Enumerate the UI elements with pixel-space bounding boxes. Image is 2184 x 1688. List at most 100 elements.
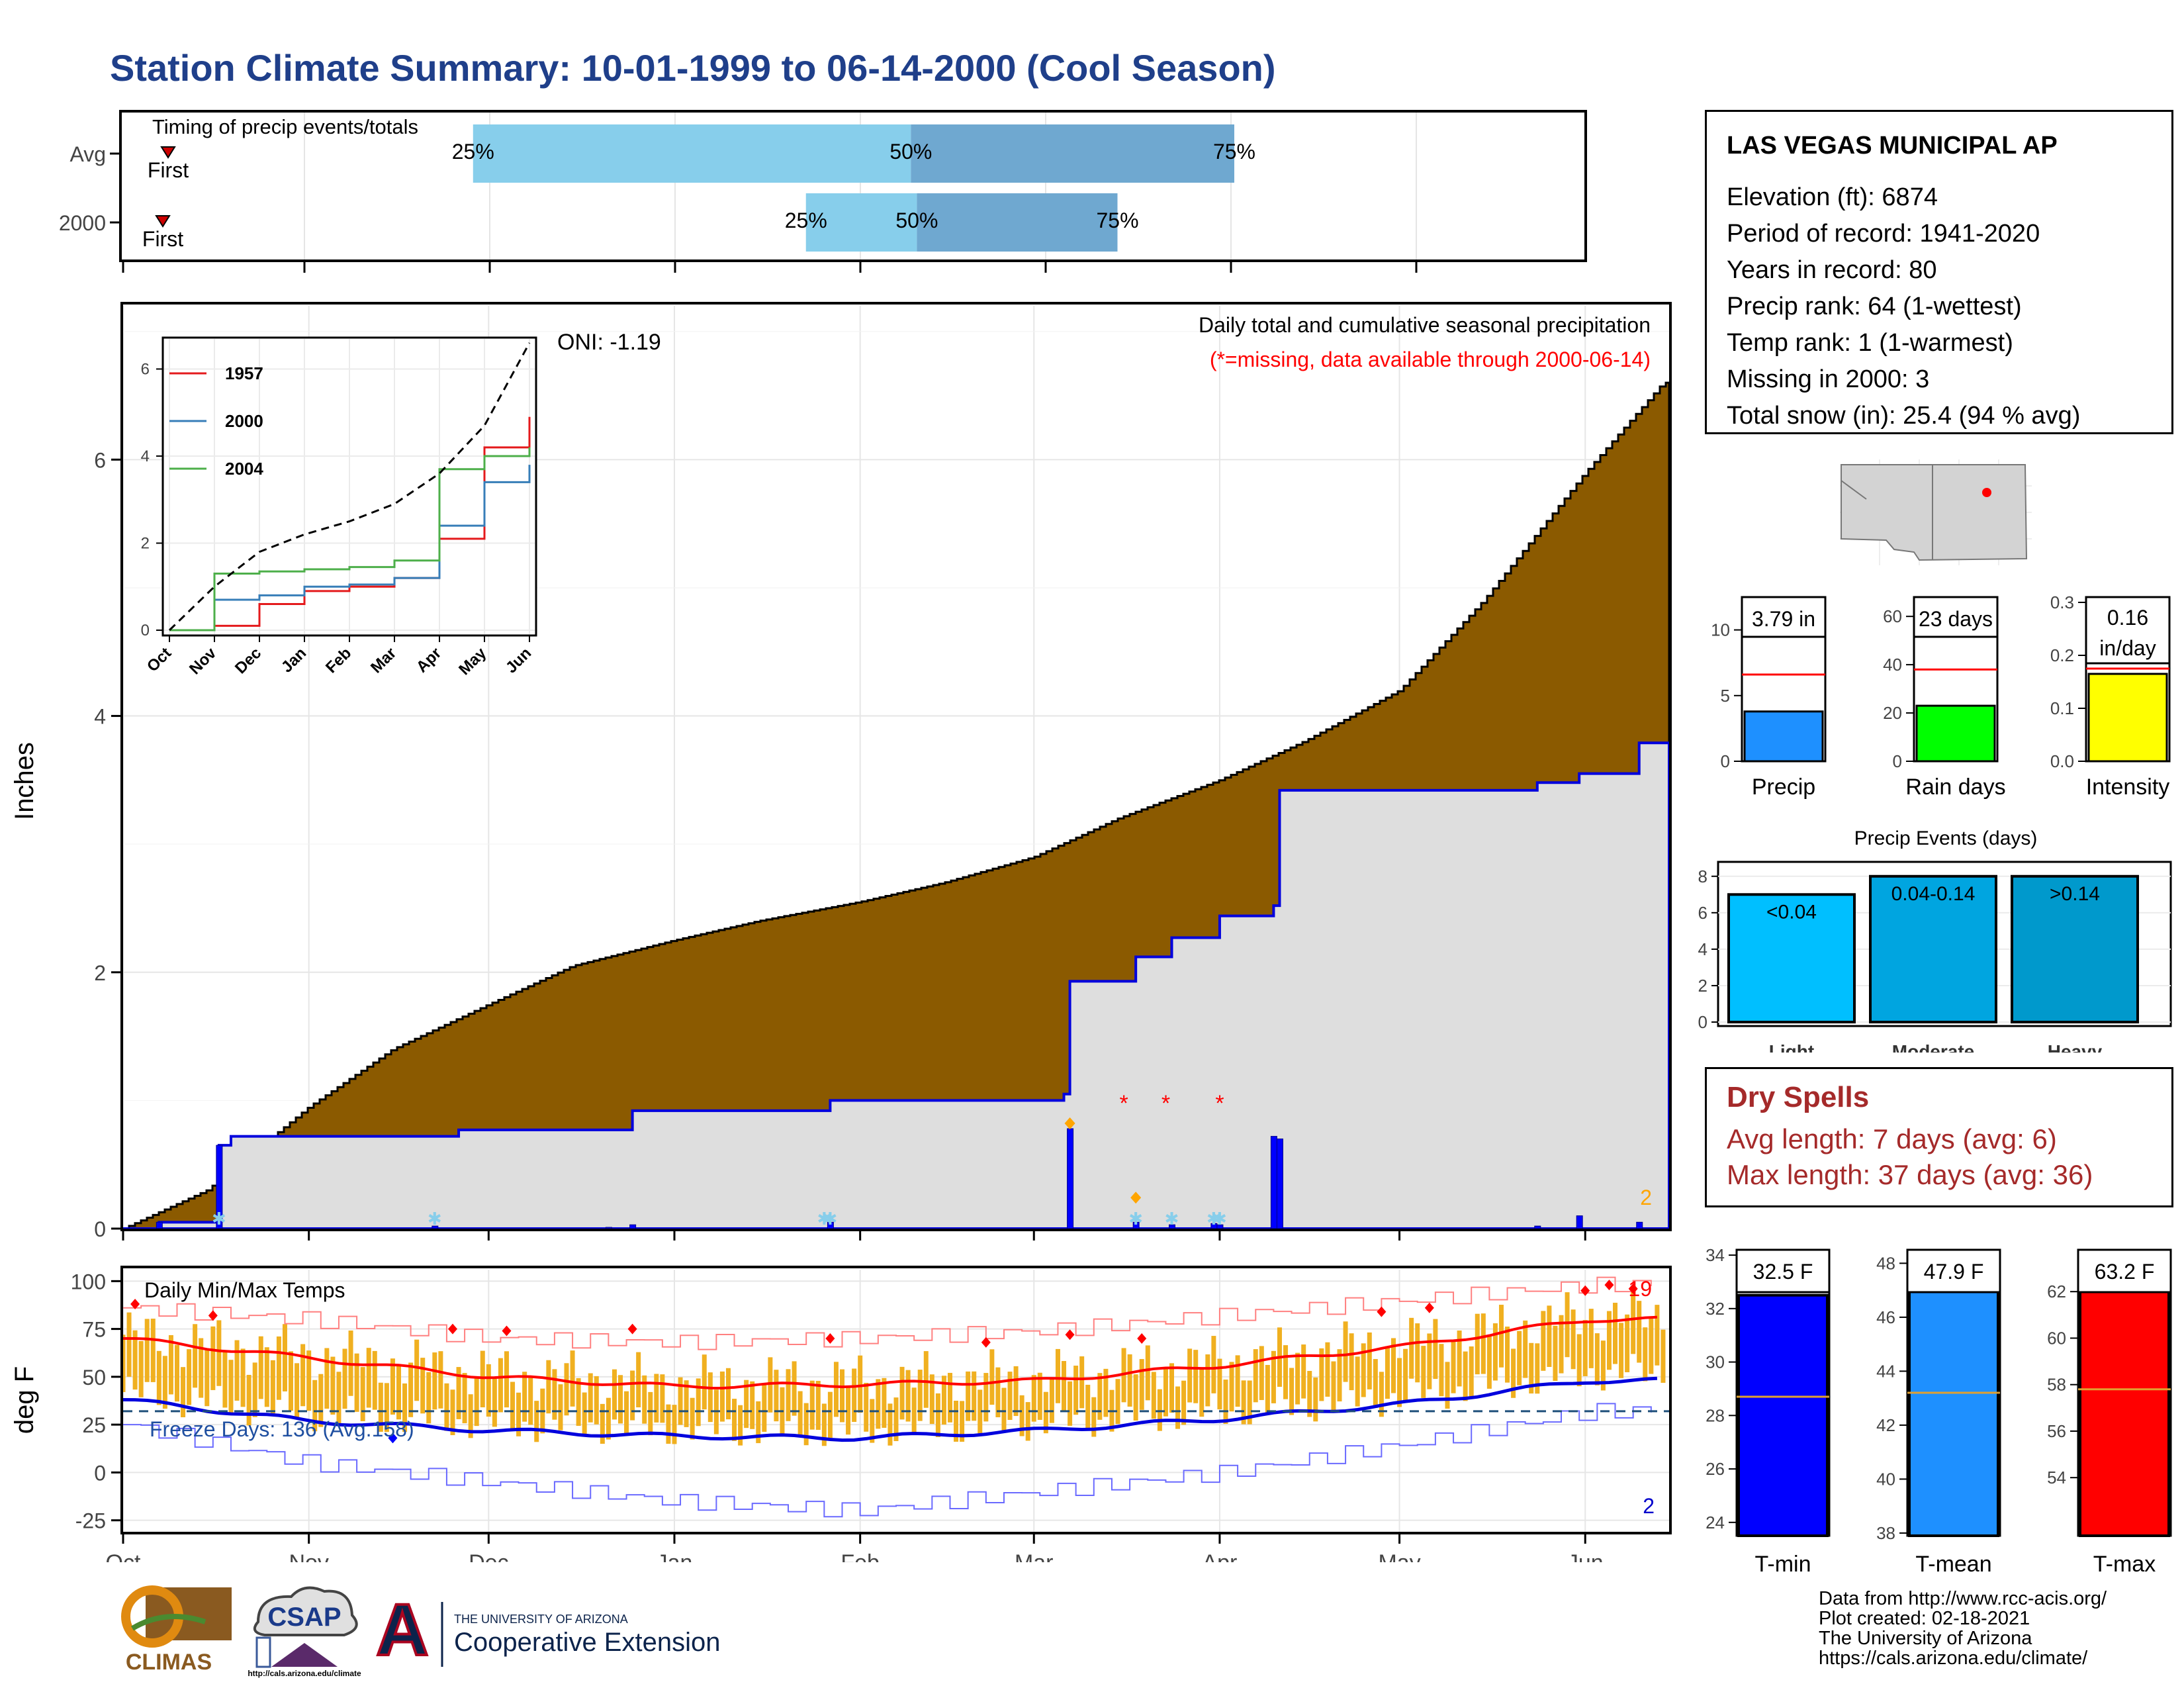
record-high-marker xyxy=(130,1299,140,1310)
daily-temp-bar xyxy=(887,1403,893,1446)
daily-temp-bar xyxy=(570,1350,575,1407)
temperature-panel: 100 75 50 25 0 -25 Oct Nov Dec Jan Feb Mar Apr May Ju… xyxy=(10,1266,1672,1562)
daily-temp-bar xyxy=(1492,1323,1498,1381)
daily-temp-bar xyxy=(690,1397,695,1440)
daily-temp-bar xyxy=(168,1335,173,1395)
precip-y-tick: 4 xyxy=(94,705,106,729)
station-detail-line: Years in record: 80 xyxy=(1727,256,1937,284)
precip-events-chart: Precip Events (days) 0 2 4 6 8 <0.04 Light 0.04-… xyxy=(1698,827,2172,1053)
daily-temp-bar xyxy=(1091,1397,1097,1437)
daily-temp-bar xyxy=(1445,1362,1450,1409)
freeze-days-text: Freeze Days: 136 (Avg.158) xyxy=(150,1417,414,1441)
daily-temp-bar xyxy=(1055,1348,1060,1403)
daily-temp-bar xyxy=(1175,1386,1181,1429)
inset-series-line xyxy=(169,447,531,632)
events-y-tick: 4 xyxy=(1698,939,1707,959)
daily-temp-bar xyxy=(378,1382,383,1432)
daily-temp-bar xyxy=(1187,1348,1193,1403)
daily-temp-bar xyxy=(289,1351,294,1411)
record-high-marker xyxy=(208,1310,218,1321)
daily-temp-bar xyxy=(1247,1380,1252,1425)
record-high-marker xyxy=(825,1333,835,1344)
daily-temp-bar xyxy=(1649,1317,1654,1374)
daily-temp-bar xyxy=(972,1371,977,1421)
daily-temp-bar xyxy=(989,1349,995,1405)
normal-low-line xyxy=(122,1376,1658,1442)
daily-temp-bar xyxy=(1097,1373,1103,1420)
daily-temp-bar xyxy=(240,1348,246,1407)
event-bar-value: >0.14 xyxy=(2050,883,2100,905)
daily-temp-bar xyxy=(1235,1355,1240,1407)
oni-text: ONI: -1.19 xyxy=(557,330,661,355)
snow-marker: ✱ xyxy=(1128,1209,1143,1229)
daily-precip-bar xyxy=(605,1227,612,1229)
temp-panel-label: Daily Min/Max Temps xyxy=(144,1278,345,1302)
dry-spells-max: Max length: 37 days (avg: 36) xyxy=(1727,1159,2093,1190)
temp-bar-tick: 48 xyxy=(1876,1253,1895,1273)
daily-temp-bar xyxy=(384,1383,389,1432)
daily-temp-bar xyxy=(1301,1344,1306,1399)
daily-temp-bar xyxy=(1505,1327,1510,1383)
daily-temp-bar xyxy=(1529,1342,1534,1394)
daily-temp-bar xyxy=(360,1367,365,1421)
daily-temp-bar xyxy=(1181,1380,1187,1425)
inset-month-tick: Feb xyxy=(322,644,355,677)
daily-temp-bar xyxy=(1319,1348,1324,1401)
station-location-dot xyxy=(1982,488,1991,497)
mini-bar-tick: 20 xyxy=(1883,703,1902,723)
temp-bar-tick: 24 xyxy=(1706,1513,1725,1532)
inset-month-tick: Jun xyxy=(502,644,535,677)
temp-bar-tick: 60 xyxy=(2047,1328,2066,1348)
university-of-arizona-logo: A THE UNIVERSITY OF ARIZONA Cooperative … xyxy=(375,1588,720,1672)
max-precip-marker xyxy=(1130,1192,1142,1204)
snow-marker: ✱ xyxy=(817,1209,831,1229)
daily-temp-bar xyxy=(546,1360,551,1414)
daily-temp-bar xyxy=(1043,1391,1048,1434)
station-detail-line: Precip rank: 64 (1-wettest) xyxy=(1727,293,2022,320)
daily-temp-bar xyxy=(827,1391,833,1438)
daily-temp-bar xyxy=(750,1381,755,1429)
daily-temp-bar xyxy=(295,1363,300,1420)
daily-temp-bar xyxy=(1409,1317,1414,1379)
daily-temp-bar xyxy=(600,1403,605,1444)
temp-bar-tick: 38 xyxy=(1876,1523,1895,1543)
temp-bar-tick: 62 xyxy=(2047,1282,2066,1301)
daily-temp-bar xyxy=(1223,1380,1228,1424)
first-event-label: First xyxy=(142,227,183,251)
daily-temp-bar xyxy=(576,1378,581,1426)
daily-temp-bar xyxy=(630,1370,635,1421)
daily-temp-bar xyxy=(803,1403,809,1446)
daily-temp-bar xyxy=(474,1377,479,1427)
temp-bar-value xyxy=(1737,1293,1829,1537)
daily-temp-bar xyxy=(408,1362,414,1417)
daily-temp-bar xyxy=(1565,1292,1570,1358)
daily-temp-bar xyxy=(929,1374,934,1425)
daily-temp-bar xyxy=(1349,1333,1354,1391)
daily-temp-bar xyxy=(762,1385,767,1432)
temp-bar-tick: 28 xyxy=(1706,1405,1725,1425)
daily-temp-bar xyxy=(941,1376,946,1425)
missing-note: (*=missing, data available through 2000-… xyxy=(1210,348,1651,371)
station-info-box: LAS VEGAS MUNICIPAL AP Elevation (ft): 6… xyxy=(1705,110,2173,434)
daily-precip-bar xyxy=(629,1224,637,1229)
dry-spells-title: Dry Spells xyxy=(1727,1081,1870,1113)
daily-temp-bar xyxy=(126,1312,132,1377)
daily-temp-bar xyxy=(181,1367,186,1417)
missing-day-marker: * xyxy=(1161,1091,1170,1116)
daily-temp-bar xyxy=(1643,1327,1648,1382)
daily-temp-bar xyxy=(1655,1305,1660,1366)
daily-temp-bar xyxy=(1361,1343,1366,1397)
inset-legend: 1957 2000 2004 xyxy=(169,363,263,479)
daily-temp-bar xyxy=(342,1348,347,1409)
temp-bar-tick: 30 xyxy=(1706,1352,1725,1372)
inset-month-tick: Dec xyxy=(232,644,265,677)
daily-temp-bar xyxy=(1337,1349,1342,1402)
record-low-line xyxy=(123,1403,1652,1518)
daily-temp-bar xyxy=(1588,1309,1594,1368)
timing-row-label: 2000 xyxy=(59,211,106,235)
daily-temp-bar xyxy=(966,1371,971,1421)
temp-bar-label: T-mean xyxy=(1915,1552,1991,1577)
daily-temp-bar xyxy=(636,1352,641,1408)
daily-temp-bar xyxy=(504,1351,509,1408)
daily-temp-bar xyxy=(1606,1311,1612,1370)
